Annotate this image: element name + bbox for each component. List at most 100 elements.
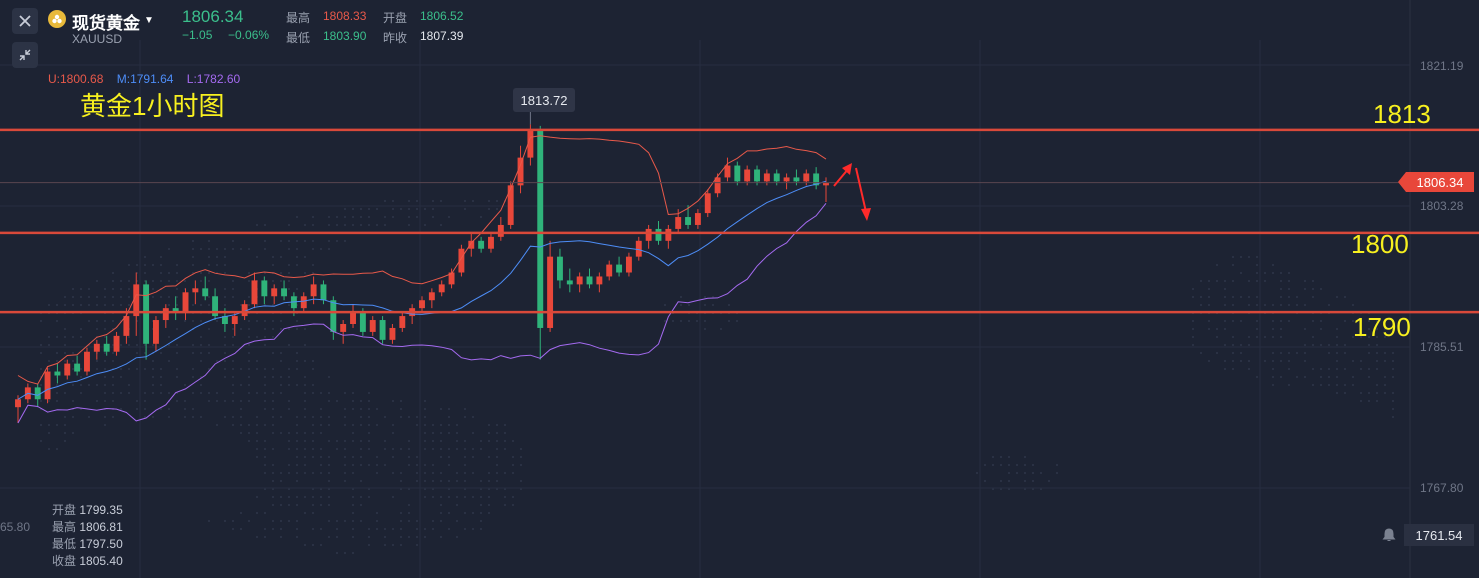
candle-body [251, 280, 258, 305]
candle-body [655, 228, 662, 241]
bollinger-upper-line [17, 135, 827, 385]
high-label: 最高 [286, 11, 311, 25]
candle-body [231, 316, 238, 324]
candle-body [64, 363, 71, 376]
candle-body [93, 343, 100, 352]
crosshair-price-label: 1761.54 [1404, 524, 1474, 546]
candle-body [616, 264, 623, 273]
open-value: 1806.52 [420, 9, 464, 23]
peak-price-label: 1813.72 [513, 88, 575, 112]
bollinger-middle-line [17, 180, 827, 400]
ohlc-low-label: 最低 [52, 537, 77, 551]
bollinger-lower: L:1782.60 [186, 72, 241, 86]
candle-body [261, 280, 268, 297]
y-tick-label: 1803.28 [1420, 199, 1464, 213]
candle-body [458, 248, 465, 273]
left-axis-label: 65.80 [0, 520, 31, 534]
candle-body [783, 177, 790, 182]
candle-body [685, 217, 692, 225]
candle-body [320, 284, 327, 301]
candle-body [113, 335, 120, 352]
symbol-header[interactable]: 现货黄金 ▼ [48, 6, 154, 46]
level-label-1790: 1790 [1353, 312, 1411, 342]
candle-body [310, 284, 317, 297]
candle-body [182, 292, 189, 313]
symbol-name: 现货黄金 [72, 14, 140, 33]
candle-body [438, 284, 445, 293]
last-price: 1806.34 [182, 7, 244, 26]
candle-body [596, 276, 603, 285]
ohlc-low-value: 1797.50 [79, 537, 123, 551]
chart-title: 黄金1小时图 [80, 91, 225, 121]
candle-body [773, 173, 780, 182]
candle-body [143, 284, 150, 344]
candle-body [724, 165, 731, 178]
background-dot-map [40, 200, 1394, 554]
price-change: −1.05 [182, 28, 213, 42]
price-alert-button[interactable] [1378, 524, 1400, 546]
candle-body [54, 371, 61, 376]
symbol-dropdown-icon[interactable]: ▼ [144, 15, 154, 26]
low-value: 1803.90 [323, 29, 367, 43]
ohlc-info-box: 开盘 1799.35 最高 1806.81 最低 1797.50 收盘 1805… [52, 502, 123, 570]
candle-body [635, 240, 642, 257]
candle-body [566, 280, 573, 285]
candle-body [803, 173, 810, 182]
down-arrow [855, 167, 867, 213]
collapse-arrows-icon [19, 49, 31, 61]
candle-body [625, 256, 632, 273]
candle-body [281, 288, 288, 297]
y-tick-label: 1821.19 [1420, 59, 1464, 73]
ohlc-close-value: 1805.40 [79, 554, 123, 568]
candle-body [34, 387, 41, 400]
ohlc-high-value: 1806.81 [79, 520, 123, 534]
ohlc-high-label: 最高 [52, 520, 77, 534]
bollinger-legend: U:1800.68 M:1791.64 L:1782.60 [48, 72, 240, 86]
candle-body [419, 300, 425, 309]
candle-body [478, 240, 485, 249]
candle-body [340, 323, 347, 332]
candle-body [192, 288, 199, 293]
candle-body [497, 224, 504, 237]
low-label: 最低 [286, 31, 311, 45]
y-tick-label: 1785.51 [1420, 340, 1464, 354]
candle-body [537, 129, 544, 328]
expand-button[interactable] [12, 42, 38, 68]
candle-body [103, 343, 110, 352]
ohlc-open-label: 开盘 [52, 503, 77, 517]
bollinger-middle: M:1791.64 [116, 72, 174, 86]
level-label-1813: 1813 [1373, 99, 1431, 129]
candle-body [133, 284, 140, 317]
candle-body [212, 296, 219, 317]
close-button[interactable] [12, 8, 38, 34]
candle-body [330, 300, 337, 332]
prev-close-value: 1807.39 [420, 29, 464, 43]
candle-body [44, 371, 51, 400]
candle-body [763, 173, 770, 182]
candle-body [241, 304, 248, 317]
candle-body [300, 296, 307, 309]
candle-body [350, 312, 356, 324]
bollinger-upper: U:1800.68 [48, 72, 104, 86]
current-price-tag: 1806.34 [1398, 172, 1474, 192]
candle-body [606, 264, 613, 277]
candle-body [734, 165, 741, 182]
candle-body [675, 217, 682, 229]
candle-body [369, 320, 376, 332]
candle-body [714, 177, 721, 194]
candle-body [488, 236, 494, 249]
candle-body [665, 228, 672, 241]
candle-body [172, 308, 179, 313]
candle-body [547, 256, 554, 328]
candle-body [202, 288, 209, 297]
close-icon [19, 15, 31, 27]
open-label: 开盘 [383, 11, 408, 25]
candle-body [468, 240, 475, 249]
candle-body [645, 228, 652, 241]
candle-body [162, 308, 169, 321]
candle-body [744, 169, 751, 182]
candle-body [399, 316, 406, 328]
candle-body [379, 320, 386, 340]
down-arrow-head [861, 208, 871, 221]
